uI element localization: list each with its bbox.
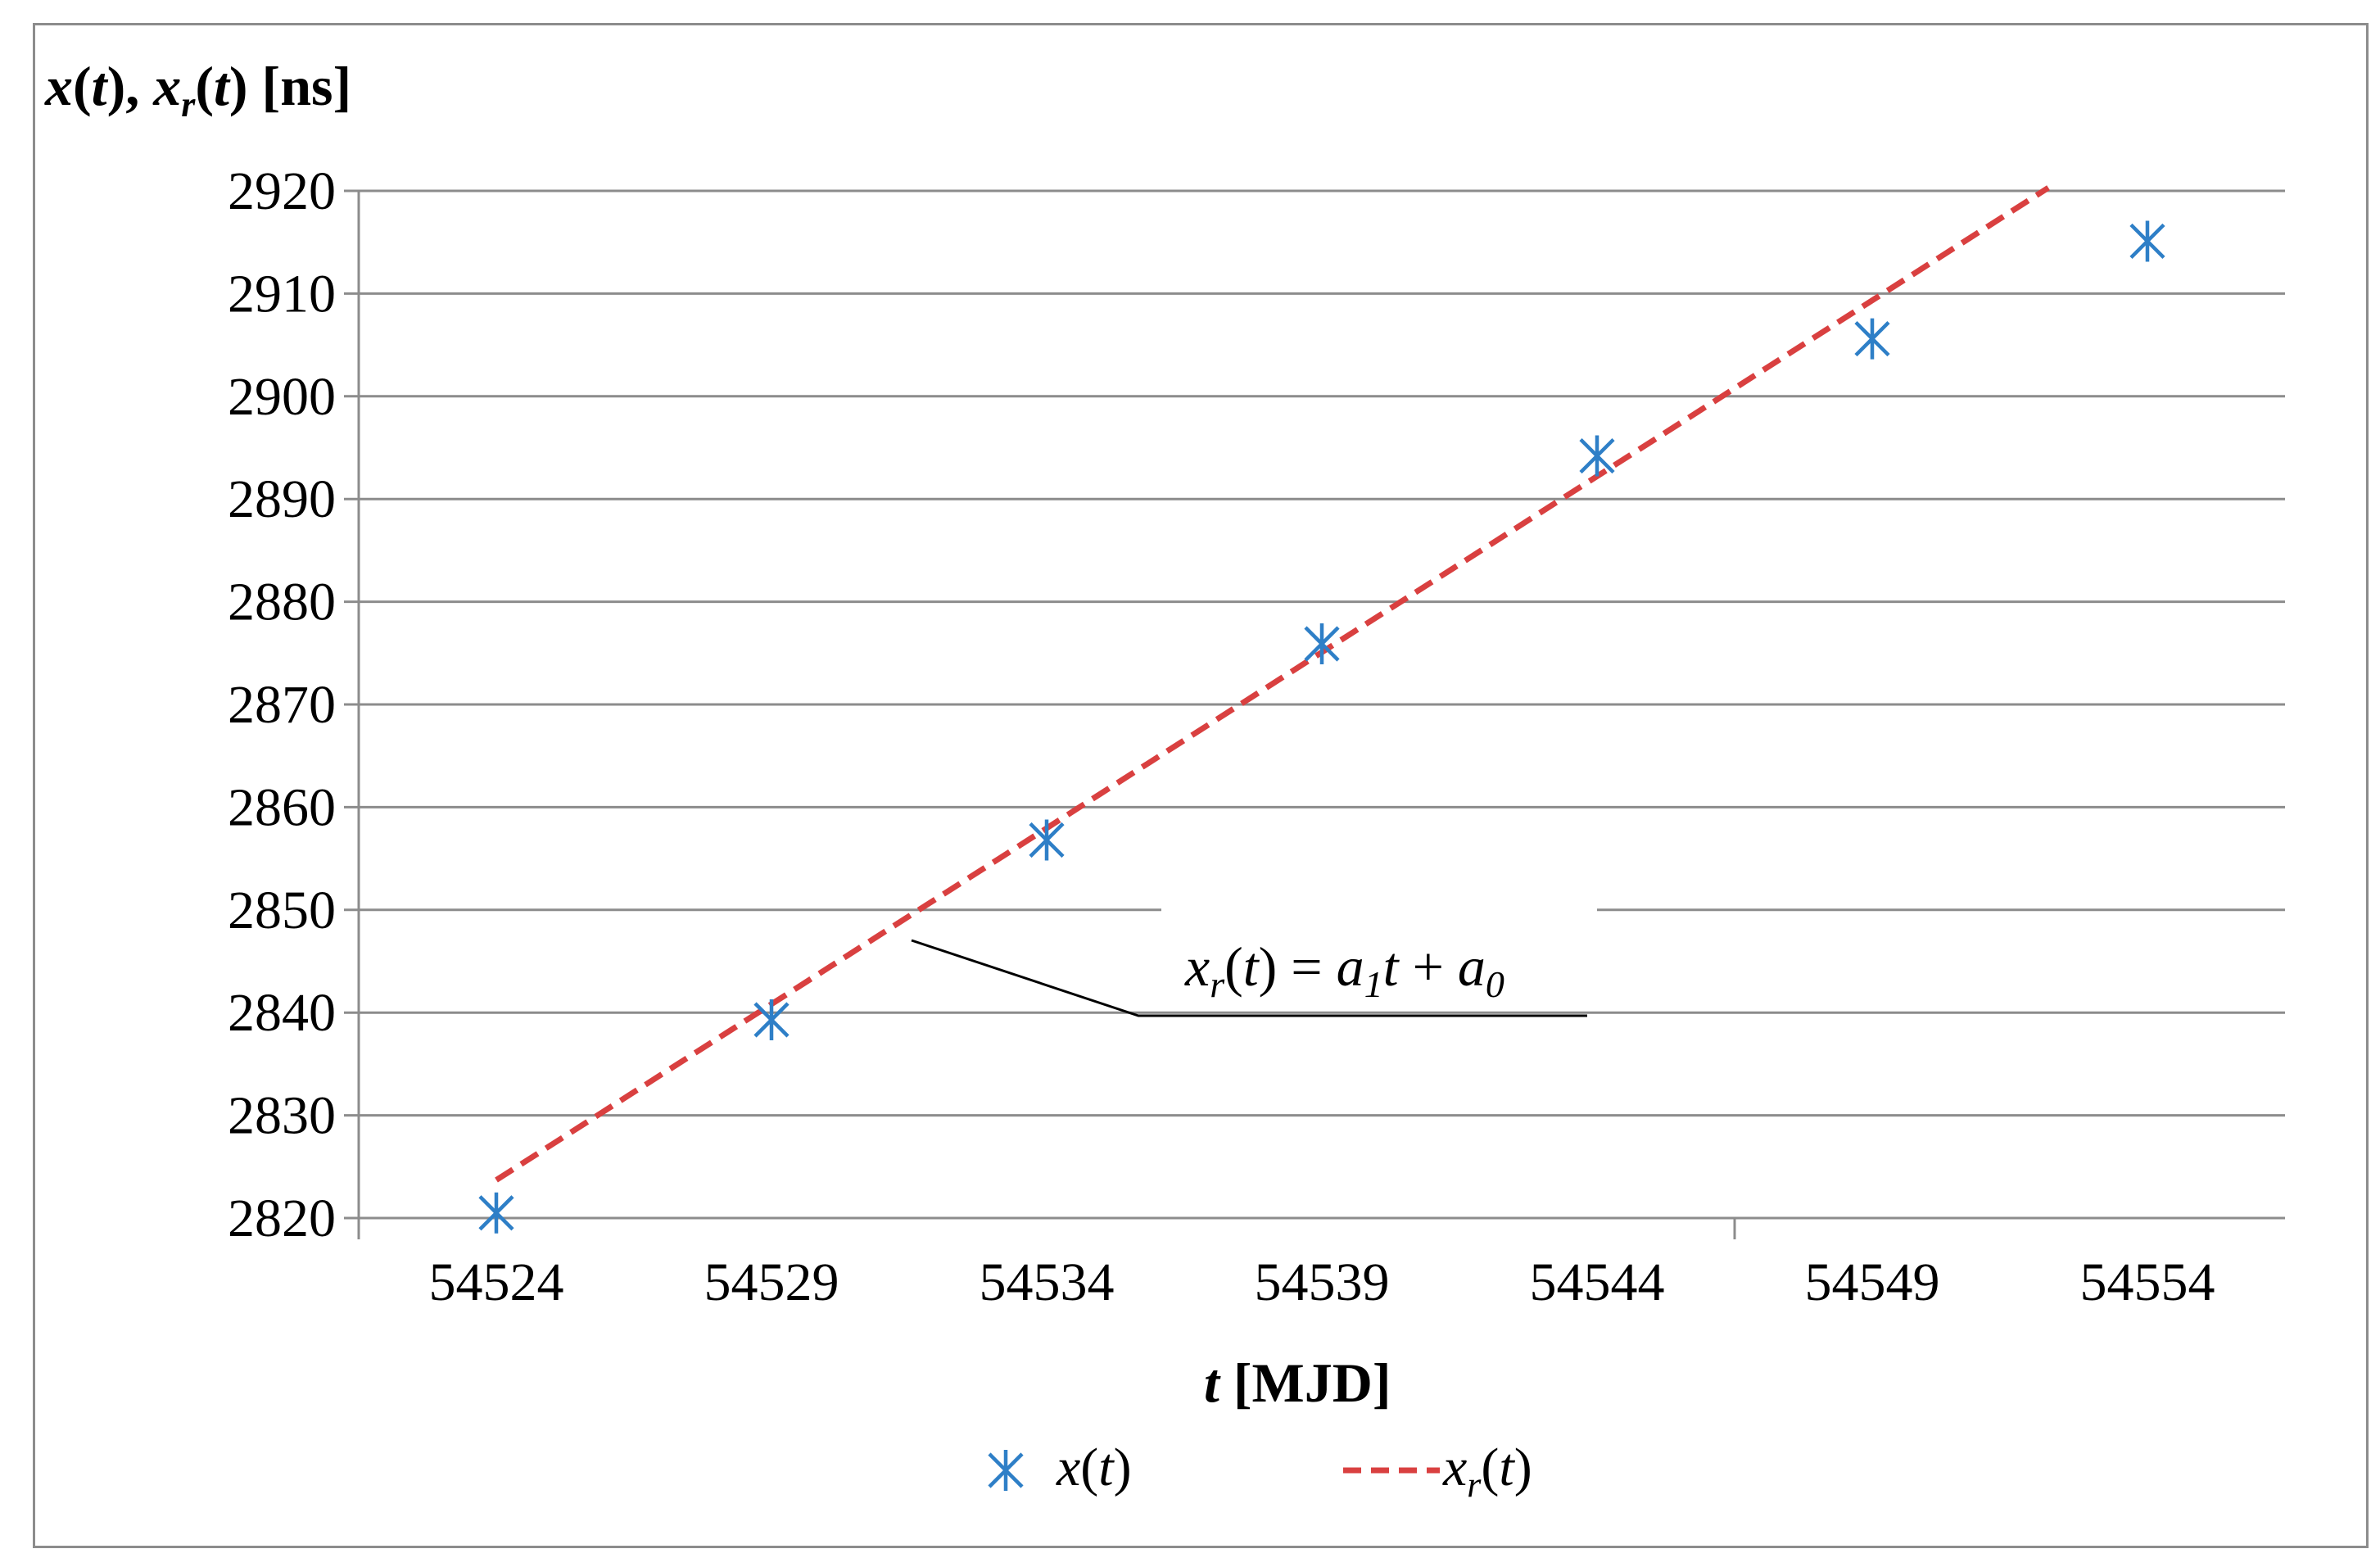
x-tick-label-54524: 54524	[429, 1252, 564, 1312]
x-tick-label-54539: 54539	[1255, 1252, 1390, 1312]
x-tick-label-54549: 54549	[1805, 1252, 1940, 1312]
gridlines	[344, 189, 2285, 1117]
legend-label-xr: xr(t)	[1442, 1438, 1532, 1505]
data-point-54529	[753, 999, 790, 1040]
legend-label-x: x(t)	[1056, 1438, 1132, 1497]
data-point-54524	[478, 1192, 514, 1234]
x-tick-labels: 54524 54529 54534 54539 54544 54549 54554	[429, 1252, 2215, 1312]
legend-asterisk	[988, 1450, 1024, 1491]
x-tick-label-54529: 54529	[704, 1252, 839, 1312]
y-tick-label-2900: 2900	[228, 367, 336, 427]
y-tick-label-2880: 2880	[228, 573, 336, 632]
x-tick-label-54534: 54534	[980, 1252, 1115, 1312]
y-tick-label-2830: 2830	[228, 1086, 336, 1146]
chart-frame	[33, 23, 2369, 1548]
data-point-54539	[1304, 623, 1340, 665]
x-axis-title: t [MJD]	[1204, 1352, 1391, 1414]
annotation-leader-line	[911, 939, 1587, 1017]
y-tick-label-2920: 2920	[228, 161, 336, 221]
fit-equation-label: xr(t) = a1t + a0	[1184, 935, 1504, 1005]
y-tick-label-2820: 2820	[228, 1189, 336, 1248]
y-tick-label-2840: 2840	[228, 983, 336, 1043]
data-point-54544	[1579, 435, 1615, 477]
y-axis-title: x(t), xr(t) [ns]	[44, 55, 351, 125]
data-point-54549	[1854, 318, 1890, 360]
x-tick-label-54544: 54544	[1530, 1252, 1665, 1312]
legend-asterisk-marker	[988, 1450, 1024, 1491]
y-tick-label-2910: 2910	[228, 264, 336, 324]
gridline-gap	[1161, 904, 1597, 915]
legend: x(t) xr(t)	[988, 1438, 1532, 1505]
y-tick-label-2850: 2850	[228, 881, 336, 940]
data-point-54534	[1029, 819, 1065, 861]
axes	[344, 191, 2285, 1239]
data-point-series	[478, 220, 2165, 1234]
y-tick-label-2860: 2860	[228, 777, 336, 837]
fit-line	[495, 185, 2050, 1183]
fit-annotation	[911, 904, 1597, 1017]
data-point-54554	[2129, 220, 2165, 262]
fit-line-series	[495, 185, 2050, 1183]
y-tick-labels: 2820 2830 2840 2850 2860 2870 2880 2890 2900 2910…	[228, 161, 336, 1248]
x-tick-label-54554: 54554	[2080, 1252, 2215, 1312]
y-tick-label-2870: 2870	[228, 675, 336, 735]
y-tick-label-2890: 2890	[228, 469, 336, 529]
